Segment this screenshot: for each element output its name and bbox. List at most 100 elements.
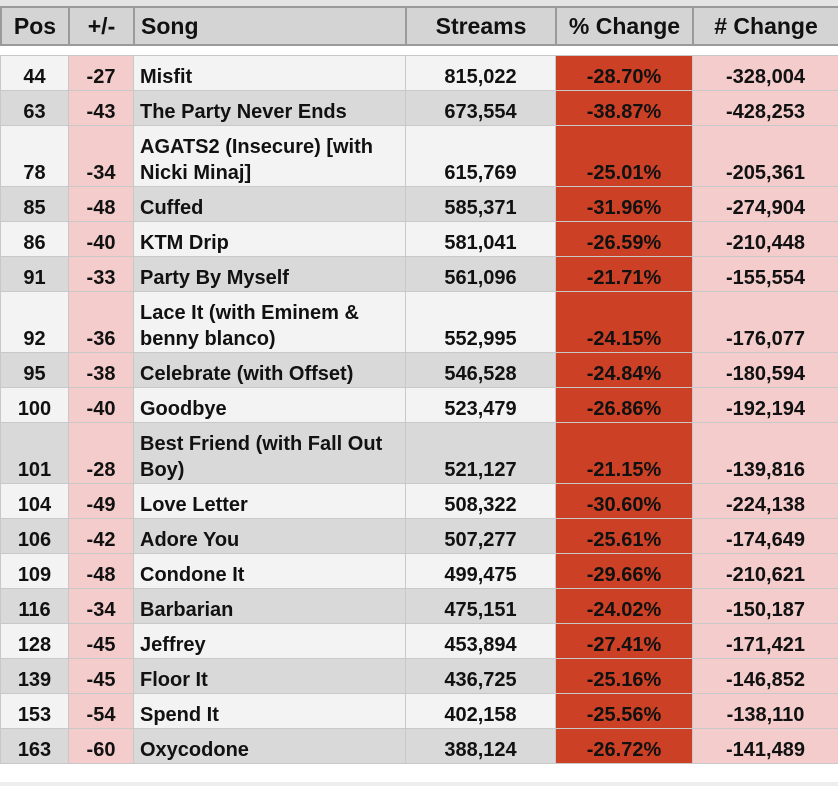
streams-cell: 615,769 xyxy=(405,125,556,187)
num-change-cell: -328,004 xyxy=(692,55,838,91)
pos-cell: 128 xyxy=(0,623,69,659)
table-row: 128 -45 Jeffrey 453,894 -27.41% -171,421 xyxy=(0,623,838,659)
pos-cell: 106 xyxy=(0,518,69,554)
pos-cell: 85 xyxy=(0,186,69,222)
pct-change-cell: -25.16% xyxy=(555,658,693,694)
streams-cell: 388,124 xyxy=(405,728,556,764)
change-cell: -34 xyxy=(68,588,134,624)
num-change-cell: -176,077 xyxy=(692,291,838,353)
table-row: 153 -54 Spend It 402,158 -25.56% -138,110 xyxy=(0,693,838,729)
pos-cell: 44 xyxy=(0,55,69,91)
num-change-cell: -146,852 xyxy=(692,658,838,694)
table-row: 91 -33 Party By Myself 561,096 -21.71% -155,5… xyxy=(0,256,838,292)
pos-cell: 104 xyxy=(0,483,69,519)
song-cell: Adore You xyxy=(133,518,406,554)
num-change-cell: -205,361 xyxy=(692,125,838,187)
streams-cell: 546,528 xyxy=(405,352,556,388)
table-row: 95 -38 Celebrate (with Offset) 546,528 -24.8… xyxy=(0,352,838,388)
header-cell: Song xyxy=(133,6,407,46)
num-change-cell: -171,421 xyxy=(692,623,838,659)
change-cell: -34 xyxy=(68,125,134,187)
pct-change-cell: -25.61% xyxy=(555,518,693,554)
song-cell: Party By Myself xyxy=(133,256,406,292)
pct-change-cell: -26.59% xyxy=(555,221,693,257)
pos-cell: 116 xyxy=(0,588,69,624)
change-cell: -43 xyxy=(68,90,134,126)
change-cell: -33 xyxy=(68,256,134,292)
song-cell: Love Letter xyxy=(133,483,406,519)
num-change-cell: -139,816 xyxy=(692,422,838,484)
change-cell: -60 xyxy=(68,728,134,764)
pos-cell: 101 xyxy=(0,422,69,484)
num-change-cell: -274,904 xyxy=(692,186,838,222)
table-row: 63 -43 The Party Never Ends 673,554 -38.87% -… xyxy=(0,90,838,126)
header-cell: # Change xyxy=(692,6,838,46)
song-cell: Lace It (with Eminem & benny blanco) xyxy=(133,291,406,353)
pos-cell: 109 xyxy=(0,553,69,589)
table-row: 101 -28 Best Friend (with Fall Out Boy) 521… xyxy=(0,422,838,484)
pos-cell: 63 xyxy=(0,90,69,126)
pos-cell: 78 xyxy=(0,125,69,187)
streams-cell: 552,995 xyxy=(405,291,556,353)
table-row: 78 -34 AGATS2 (Insecure) [with Nicki Minaj… xyxy=(0,125,838,187)
pct-change-cell: -24.15% xyxy=(555,291,693,353)
pos-cell: 100 xyxy=(0,387,69,423)
pct-change-cell: -29.66% xyxy=(555,553,693,589)
pct-change-cell: -26.72% xyxy=(555,728,693,764)
change-cell: -28 xyxy=(68,422,134,484)
change-cell: -48 xyxy=(68,553,134,589)
streams-cell: 521,127 xyxy=(405,422,556,484)
table-row: 100 -40 Goodbye 523,479 -26.86% -192,194 xyxy=(0,387,838,423)
header-cell: Streams xyxy=(405,6,557,46)
change-cell: -49 xyxy=(68,483,134,519)
table-row: 106 -42 Adore You 507,277 -25.61% -174,649 xyxy=(0,518,838,554)
streams-cell: 561,096 xyxy=(405,256,556,292)
num-change-cell: -180,594 xyxy=(692,352,838,388)
table-row: 139 -45 Floor It 436,725 -25.16% -146,852 xyxy=(0,658,838,694)
song-cell: Misfit xyxy=(133,55,406,91)
song-cell: Best Friend (with Fall Out Boy) xyxy=(133,422,406,484)
pct-change-cell: -21.15% xyxy=(555,422,693,484)
streams-cell: 507,277 xyxy=(405,518,556,554)
streams-cell: 585,371 xyxy=(405,186,556,222)
streams-cell: 475,151 xyxy=(405,588,556,624)
num-change-cell: -224,138 xyxy=(692,483,838,519)
num-change-cell: -155,554 xyxy=(692,256,838,292)
change-cell: -38 xyxy=(68,352,134,388)
pct-change-cell: -25.01% xyxy=(555,125,693,187)
pos-cell: 95 xyxy=(0,352,69,388)
num-change-cell: -192,194 xyxy=(692,387,838,423)
num-change-cell: -210,621 xyxy=(692,553,838,589)
header-table: Pos +/- Song Streams% Change # Change xyxy=(0,6,838,46)
pct-change-cell: -30.60% xyxy=(555,483,693,519)
pct-change-cell: -31.96% xyxy=(555,186,693,222)
song-cell: KTM Drip xyxy=(133,221,406,257)
song-cell: Celebrate (with Offset) xyxy=(133,352,406,388)
pos-cell: 139 xyxy=(0,658,69,694)
header-cell: +/- xyxy=(68,6,135,46)
num-change-cell: -210,448 xyxy=(692,221,838,257)
song-cell: Condone It xyxy=(133,553,406,589)
song-cell: The Party Never Ends xyxy=(133,90,406,126)
pos-cell: 92 xyxy=(0,291,69,353)
pct-change-cell: -27.41% xyxy=(555,623,693,659)
streams-cell: 508,322 xyxy=(405,483,556,519)
streams-cell: 402,158 xyxy=(405,693,556,729)
table-row: 92 -36 Lace It (with Eminem & benny blanco… xyxy=(0,291,838,353)
pct-change-cell: -25.56% xyxy=(555,693,693,729)
num-change-cell: -141,489 xyxy=(692,728,838,764)
table-row: 104 -49 Love Letter 508,322 -30.60% -224,138 xyxy=(0,483,838,519)
streams-cell: 673,554 xyxy=(405,90,556,126)
table-row: 109 -48 Condone It 499,475 -29.66% -210,621 xyxy=(0,553,838,589)
data-table: 44 -27 Misfit 815,022 -28.70% -328,004 63 -43 Th… xyxy=(0,55,838,764)
table-row: 85 -48 Cuffed 585,371 -31.96% -274,904 xyxy=(0,186,838,222)
bottom-strip xyxy=(0,782,838,786)
table-row: 116 -34 Barbarian 475,151 -24.02% -150,187 xyxy=(0,588,838,624)
table-row: 163 -60 Oxycodone 388,124 -26.72% -141,489 xyxy=(0,728,838,764)
pos-cell: 86 xyxy=(0,221,69,257)
song-cell: Oxycodone xyxy=(133,728,406,764)
change-cell: -36 xyxy=(68,291,134,353)
song-cell: Spend It xyxy=(133,693,406,729)
pct-change-cell: -24.02% xyxy=(555,588,693,624)
